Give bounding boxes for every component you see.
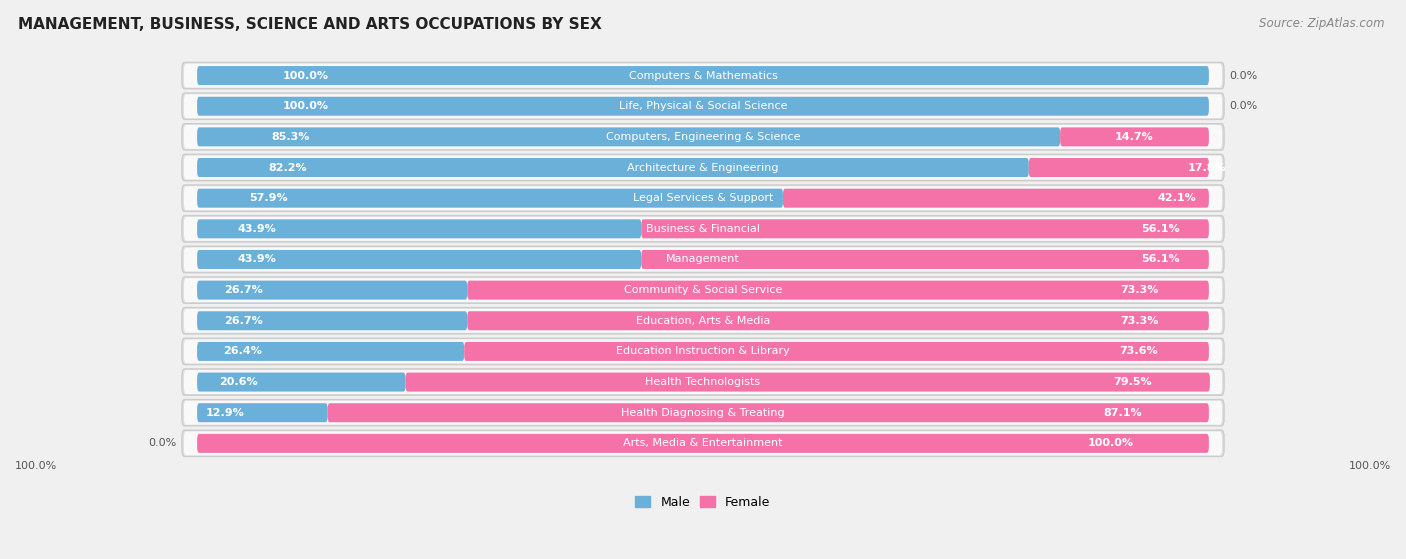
FancyBboxPatch shape — [197, 372, 405, 391]
Text: 79.5%: 79.5% — [1114, 377, 1152, 387]
Text: Education Instruction & Library: Education Instruction & Library — [616, 347, 790, 357]
FancyBboxPatch shape — [197, 158, 1029, 177]
Text: 100.0%: 100.0% — [15, 461, 58, 471]
Text: 73.6%: 73.6% — [1119, 347, 1159, 357]
Text: 17.8%: 17.8% — [1187, 163, 1226, 173]
FancyBboxPatch shape — [181, 124, 1225, 150]
Text: Community & Social Service: Community & Social Service — [624, 285, 782, 295]
FancyBboxPatch shape — [184, 432, 1222, 456]
Text: 73.3%: 73.3% — [1121, 316, 1159, 326]
FancyBboxPatch shape — [197, 127, 1060, 146]
Text: Health Technologists: Health Technologists — [645, 377, 761, 387]
FancyBboxPatch shape — [184, 248, 1222, 272]
Text: 0.0%: 0.0% — [1229, 101, 1257, 111]
Text: Management: Management — [666, 254, 740, 264]
FancyBboxPatch shape — [184, 186, 1222, 210]
Text: Computers & Mathematics: Computers & Mathematics — [628, 70, 778, 80]
FancyBboxPatch shape — [328, 403, 1209, 422]
Text: 57.9%: 57.9% — [249, 193, 288, 203]
FancyBboxPatch shape — [184, 370, 1222, 394]
Text: 100.0%: 100.0% — [283, 70, 329, 80]
Text: 26.7%: 26.7% — [224, 285, 263, 295]
FancyBboxPatch shape — [405, 372, 1211, 391]
FancyBboxPatch shape — [197, 281, 467, 300]
FancyBboxPatch shape — [181, 154, 1225, 181]
Text: Source: ZipAtlas.com: Source: ZipAtlas.com — [1260, 17, 1385, 30]
Text: Arts, Media & Entertainment: Arts, Media & Entertainment — [623, 438, 783, 448]
FancyBboxPatch shape — [184, 309, 1222, 333]
FancyBboxPatch shape — [181, 185, 1225, 211]
Text: Legal Services & Support: Legal Services & Support — [633, 193, 773, 203]
Text: 56.1%: 56.1% — [1140, 224, 1180, 234]
Text: 56.1%: 56.1% — [1140, 254, 1180, 264]
Text: 43.9%: 43.9% — [238, 254, 277, 264]
FancyBboxPatch shape — [184, 401, 1222, 425]
FancyBboxPatch shape — [184, 155, 1222, 179]
Text: 100.0%: 100.0% — [1348, 461, 1391, 471]
FancyBboxPatch shape — [184, 125, 1222, 149]
FancyBboxPatch shape — [181, 400, 1225, 426]
FancyBboxPatch shape — [783, 189, 1209, 208]
FancyBboxPatch shape — [197, 97, 1209, 116]
Text: 85.3%: 85.3% — [271, 132, 309, 142]
FancyBboxPatch shape — [464, 342, 1209, 361]
Text: 26.4%: 26.4% — [224, 347, 263, 357]
FancyBboxPatch shape — [641, 219, 1209, 238]
FancyBboxPatch shape — [181, 369, 1225, 395]
Text: Education, Arts & Media: Education, Arts & Media — [636, 316, 770, 326]
FancyBboxPatch shape — [184, 217, 1222, 241]
Text: 42.1%: 42.1% — [1157, 193, 1197, 203]
FancyBboxPatch shape — [197, 403, 328, 422]
FancyBboxPatch shape — [467, 311, 1209, 330]
Text: MANAGEMENT, BUSINESS, SCIENCE AND ARTS OCCUPATIONS BY SEX: MANAGEMENT, BUSINESS, SCIENCE AND ARTS O… — [18, 17, 602, 32]
FancyBboxPatch shape — [181, 93, 1225, 120]
FancyBboxPatch shape — [181, 277, 1225, 304]
FancyBboxPatch shape — [181, 216, 1225, 242]
FancyBboxPatch shape — [184, 94, 1222, 118]
FancyBboxPatch shape — [197, 434, 1209, 453]
FancyBboxPatch shape — [197, 219, 641, 238]
Text: 20.6%: 20.6% — [219, 377, 257, 387]
FancyBboxPatch shape — [184, 278, 1222, 302]
FancyBboxPatch shape — [1060, 127, 1209, 146]
FancyBboxPatch shape — [181, 430, 1225, 457]
FancyBboxPatch shape — [197, 311, 467, 330]
Text: 26.7%: 26.7% — [224, 316, 263, 326]
FancyBboxPatch shape — [181, 63, 1225, 89]
Text: 12.9%: 12.9% — [205, 408, 245, 418]
FancyBboxPatch shape — [181, 307, 1225, 334]
FancyBboxPatch shape — [467, 281, 1209, 300]
Text: 14.7%: 14.7% — [1115, 132, 1154, 142]
FancyBboxPatch shape — [197, 342, 464, 361]
FancyBboxPatch shape — [181, 247, 1225, 273]
Legend: Male, Female: Male, Female — [630, 491, 776, 514]
FancyBboxPatch shape — [184, 339, 1222, 363]
Text: 82.2%: 82.2% — [269, 163, 308, 173]
Text: Computers, Engineering & Science: Computers, Engineering & Science — [606, 132, 800, 142]
Text: Life, Physical & Social Science: Life, Physical & Social Science — [619, 101, 787, 111]
FancyBboxPatch shape — [181, 338, 1225, 364]
Text: 73.3%: 73.3% — [1121, 285, 1159, 295]
Text: Health Diagnosing & Treating: Health Diagnosing & Treating — [621, 408, 785, 418]
Text: 43.9%: 43.9% — [238, 224, 277, 234]
Text: Architecture & Engineering: Architecture & Engineering — [627, 163, 779, 173]
Text: 100.0%: 100.0% — [1087, 438, 1133, 448]
FancyBboxPatch shape — [197, 250, 641, 269]
FancyBboxPatch shape — [197, 66, 1209, 85]
FancyBboxPatch shape — [197, 189, 783, 208]
Text: 0.0%: 0.0% — [1229, 70, 1257, 80]
Text: 87.1%: 87.1% — [1104, 408, 1142, 418]
Text: 0.0%: 0.0% — [149, 438, 177, 448]
FancyBboxPatch shape — [1029, 158, 1209, 177]
FancyBboxPatch shape — [641, 250, 1209, 269]
Text: 100.0%: 100.0% — [283, 101, 329, 111]
FancyBboxPatch shape — [184, 64, 1222, 88]
Text: Business & Financial: Business & Financial — [645, 224, 761, 234]
